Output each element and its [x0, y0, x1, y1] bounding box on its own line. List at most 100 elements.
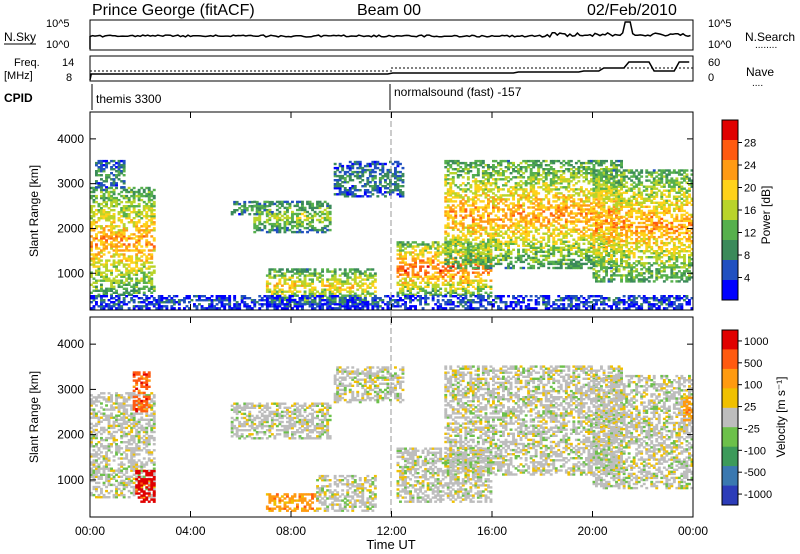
heatmap-cell [466, 196, 470, 199]
heatmap-cell [396, 162, 400, 166]
heatmap-cell [481, 174, 485, 177]
heatmap-cell [333, 272, 337, 275]
heatmap-cell [585, 220, 588, 223]
heatmap-cell [494, 178, 498, 181]
heatmap-cell [150, 209, 154, 212]
heatmap-cell [137, 227, 141, 230]
heatmap-cell [497, 208, 500, 211]
heatmap-cell [353, 302, 357, 305]
heatmap-cell [336, 286, 340, 289]
heatmap-cell [444, 166, 448, 169]
heatmap-cell [120, 231, 124, 234]
heatmap-cell [353, 268, 357, 271]
heatmap-cell [590, 159, 593, 163]
heatmap-cell [456, 176, 460, 179]
heatmap-cell [421, 279, 425, 282]
heatmap-cell [602, 205, 606, 208]
heatmap-cell [102, 289, 106, 292]
heatmap-cell [454, 248, 458, 251]
heatmap-cell [592, 248, 596, 251]
heatmap-cell [303, 280, 307, 283]
heatmap-cell [499, 226, 503, 229]
heatmap-cell [615, 223, 618, 227]
heatmap-cell [567, 254, 571, 258]
heatmap-cell [509, 226, 513, 229]
heatmap-cell [117, 255, 121, 258]
heatmap-cell [612, 197, 616, 200]
heatmap-cell [366, 177, 370, 180]
heatmap-cell [527, 200, 531, 203]
heatmap-cell [489, 226, 493, 229]
heatmap-cell [100, 207, 103, 210]
heatmap-cell [509, 161, 513, 165]
heatmap-cell [592, 235, 596, 239]
heatmap-cell [140, 267, 144, 270]
heatmap-cell [499, 208, 503, 211]
heatmap-cell [401, 277, 405, 280]
heatmap-cell [338, 290, 342, 293]
heatmap-cell [484, 228, 488, 231]
heatmap-cell [286, 270, 289, 273]
heatmap-cell [105, 180, 108, 183]
heatmap-cell [574, 174, 578, 177]
heatmap-cell [396, 193, 400, 196]
heatmap-cell [351, 187, 355, 190]
heatmap-cell [582, 180, 586, 183]
heatmap-cell [366, 292, 370, 295]
heatmap-cell [333, 166, 337, 170]
heatmap-cell [107, 198, 111, 202]
heatmap-cell [356, 189, 360, 192]
heatmap-cell [600, 245, 603, 249]
heatmap-cell [519, 228, 523, 231]
heatmap-cell [474, 194, 478, 197]
heatmap-cell [150, 261, 154, 264]
heatmap-cell [527, 248, 531, 251]
heatmap-cell [318, 280, 322, 283]
heatmap-cell [341, 177, 345, 180]
heatmap-cell [547, 238, 551, 241]
heatmap-cell [120, 170, 124, 173]
heatmap-cell [414, 281, 417, 284]
heatmap-cell [600, 177, 603, 180]
heatmap-cell [303, 274, 307, 277]
heatmap-cell [283, 282, 287, 285]
heatmap-cell [494, 224, 498, 227]
heatmap-cell [590, 260, 593, 264]
heatmap-cell [92, 289, 96, 292]
heatmap-cell [363, 191, 367, 194]
heatmap-cell [532, 212, 536, 215]
heatmap-cell [135, 281, 139, 284]
heatmap-cell [517, 222, 520, 225]
heatmap-cell [92, 194, 96, 198]
heatmap-cell [499, 224, 503, 227]
heatmap-cell [499, 196, 503, 199]
heatmap-cell [595, 192, 598, 195]
heatmap-cell [441, 247, 445, 250]
heatmap-cell [268, 274, 272, 277]
heatmap-cell [597, 176, 601, 179]
heatmap-cell [142, 275, 146, 278]
freq-label: Freq. [14, 57, 40, 69]
heatmap-cell [454, 196, 458, 199]
heatmap-cell [474, 186, 478, 189]
heatmap-cell [487, 246, 490, 249]
heatmap-cell [283, 222, 287, 226]
heatmap-cell [597, 245, 601, 249]
nsearch-label: N.Search [745, 30, 795, 44]
heatmap-cell [600, 262, 603, 265]
heatmap-cell [381, 193, 385, 196]
heatmap-cell [117, 285, 121, 288]
heatmap-cell [456, 161, 460, 165]
heatmap-cell [569, 180, 573, 183]
heatmap-cell [278, 300, 282, 303]
heatmap-cell [610, 164, 613, 167]
heatmap-cell [574, 264, 578, 268]
heatmap-cell [446, 254, 450, 258]
heatmap-cell [361, 290, 365, 293]
heatmap-cell [557, 266, 561, 270]
heatmap-cell [507, 218, 510, 221]
heatmap-cell [318, 204, 322, 208]
heatmap-cell [585, 161, 588, 165]
heatmap-cell [343, 282, 347, 285]
heatmap-cell [577, 220, 581, 223]
